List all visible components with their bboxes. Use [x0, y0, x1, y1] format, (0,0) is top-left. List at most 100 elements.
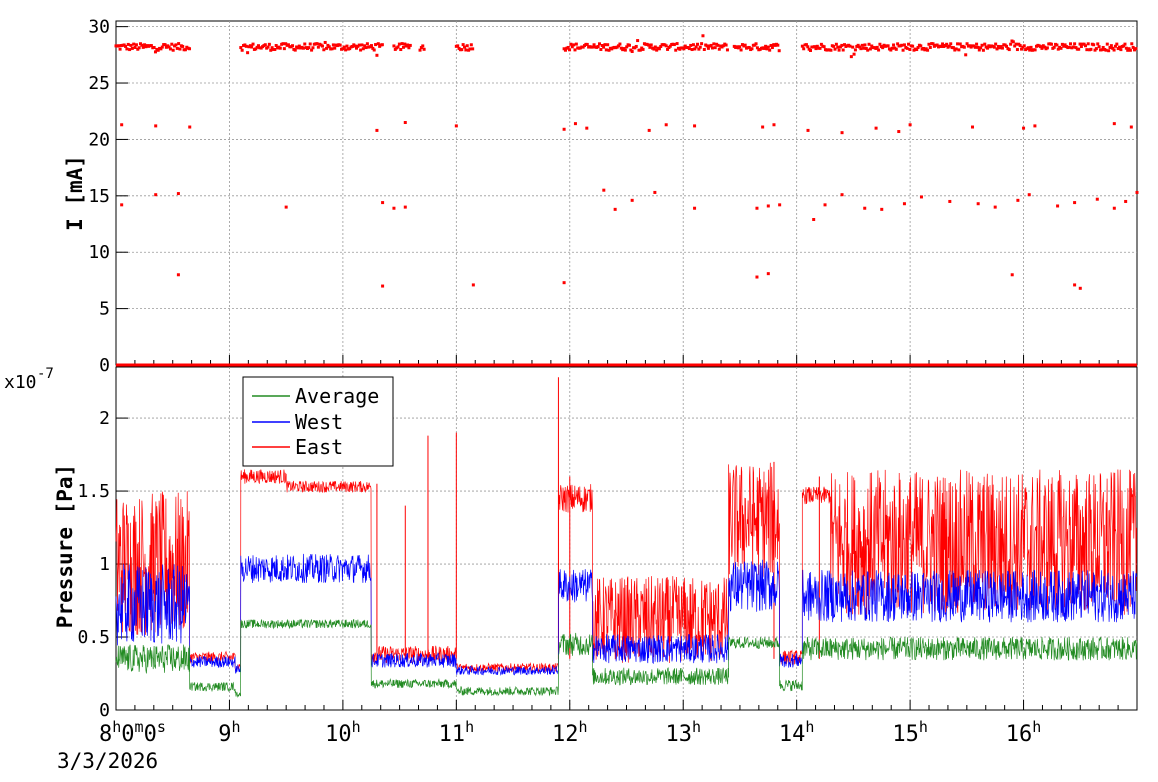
time-axis-hour-label: 16h [1006, 718, 1042, 747]
current-point [1020, 47, 1024, 51]
current-point [175, 46, 179, 50]
current-point [653, 45, 657, 49]
current-point [1115, 42, 1119, 46]
current-point [935, 43, 939, 47]
current-outlier-point [772, 123, 776, 127]
current-point [701, 34, 705, 38]
current-point [1028, 48, 1032, 52]
current-point [951, 46, 955, 50]
current-point [1011, 40, 1015, 44]
current-point [1014, 42, 1018, 46]
current-point [320, 44, 324, 48]
current-outlier-point [1027, 193, 1031, 197]
current-point [1071, 45, 1075, 49]
time-axis-hour-label: 11h [439, 718, 475, 747]
current-point [401, 45, 405, 49]
current-point [350, 44, 354, 48]
current-point [777, 49, 781, 53]
current-point [1077, 47, 1081, 51]
current-outlier-point [403, 205, 407, 209]
current-point [907, 42, 911, 46]
current-point [359, 48, 363, 52]
current-point [282, 47, 286, 51]
current-point [710, 46, 714, 50]
current-point [992, 45, 996, 49]
current-point [693, 47, 697, 51]
current-point [1094, 47, 1098, 51]
current-outlier-point [755, 206, 759, 210]
current-point [852, 52, 856, 56]
current-point [702, 47, 706, 51]
current-point [877, 48, 881, 52]
current-point [316, 45, 320, 49]
pressure-panel: 0 0.5 1 1.5 2 Pressure [Pa] x10 -7 Average W… [4, 366, 1138, 721]
current-y-axis: 0 5 10 15 20 25 30 [88, 17, 128, 376]
current-outlier-point [766, 272, 770, 276]
current-point [941, 42, 945, 46]
current-point [1127, 47, 1131, 51]
current-outlier-point [1124, 199, 1128, 203]
current-point [958, 42, 962, 46]
current-point [273, 47, 277, 51]
current-point [167, 45, 171, 49]
current-point [297, 44, 301, 48]
current-point [323, 40, 327, 44]
current-point [954, 47, 958, 51]
current-point [602, 45, 606, 49]
current-point [617, 44, 621, 48]
current-point [863, 43, 867, 47]
current-outlier-point [653, 190, 657, 194]
current-y-tick-label: 30 [88, 17, 110, 38]
current-point [353, 44, 357, 48]
current-point [747, 45, 751, 49]
current-point [355, 46, 359, 50]
current-point [927, 42, 931, 46]
current-point [400, 42, 404, 46]
current-point [750, 47, 754, 51]
current-point [419, 46, 423, 50]
current-point [463, 45, 467, 49]
current-point [915, 48, 919, 52]
current-point [892, 43, 896, 47]
current-point [980, 43, 984, 47]
current-point [1078, 42, 1082, 46]
current-point [690, 48, 694, 52]
current-point [999, 45, 1003, 49]
current-point [634, 44, 638, 48]
current-point [1007, 48, 1011, 52]
current-outlier-point [908, 123, 912, 127]
current-point [563, 48, 567, 52]
current-point [769, 43, 773, 47]
time-axis-hour-label: 13h [665, 718, 701, 747]
current-point [570, 45, 574, 49]
current-point [380, 43, 384, 47]
current-point [1089, 47, 1093, 51]
current-outlier-point [454, 124, 458, 128]
current-point [598, 42, 602, 46]
current-point [867, 42, 871, 46]
current-point [694, 45, 698, 49]
current-point [625, 45, 629, 49]
current-point [322, 48, 326, 52]
current-point [840, 43, 844, 47]
current-point [630, 49, 634, 53]
current-point [700, 42, 704, 46]
current-point [1015, 48, 1019, 52]
current-outlier-point [948, 199, 952, 203]
current-point [178, 47, 182, 51]
current-point [1092, 43, 1096, 47]
legend-label-west: West [295, 410, 343, 434]
current-outlier-point [976, 202, 980, 206]
time-axis-hour-label: 15h [892, 718, 928, 747]
current-point [418, 48, 422, 52]
current-outlier-point [1095, 197, 1099, 201]
current-point [648, 45, 652, 49]
time-axis-hour-label: 10h [325, 718, 361, 747]
current-point [464, 48, 468, 52]
current-outlier-point [375, 128, 379, 132]
legend-label-average: Average [295, 384, 379, 408]
current-point [1056, 47, 1060, 51]
current-point [407, 46, 411, 50]
current-point [1128, 48, 1132, 52]
current-point [251, 42, 255, 46]
